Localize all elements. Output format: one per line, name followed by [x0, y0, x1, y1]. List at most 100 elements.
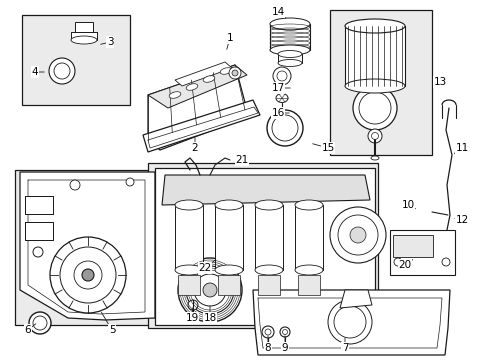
Polygon shape [20, 172, 155, 320]
Ellipse shape [275, 94, 287, 103]
Text: 6: 6 [24, 325, 31, 335]
Ellipse shape [254, 200, 283, 210]
Circle shape [203, 283, 217, 297]
Ellipse shape [294, 265, 323, 275]
Bar [258, 275, 280, 295]
Circle shape [185, 266, 234, 314]
Polygon shape [278, 54, 302, 63]
Ellipse shape [215, 265, 243, 275]
Bar [15, 170, 163, 325]
Polygon shape [148, 65, 246, 150]
Circle shape [29, 312, 51, 334]
Bar [175, 205, 203, 270]
Circle shape [228, 67, 241, 79]
Circle shape [271, 115, 297, 141]
Text: 9: 9 [281, 343, 288, 353]
Bar [25, 222, 53, 240]
Bar [215, 205, 243, 270]
Circle shape [280, 327, 289, 337]
Bar [297, 275, 319, 295]
Text: 1: 1 [226, 33, 233, 43]
Polygon shape [162, 175, 369, 205]
Polygon shape [148, 65, 246, 108]
Circle shape [194, 274, 225, 306]
Circle shape [187, 300, 198, 310]
Circle shape [327, 300, 371, 344]
Ellipse shape [203, 76, 214, 82]
Polygon shape [269, 24, 309, 50]
Circle shape [82, 269, 94, 281]
Ellipse shape [345, 19, 404, 33]
Text: 8: 8 [264, 343, 271, 353]
Bar [178, 275, 200, 295]
Circle shape [70, 180, 80, 190]
Circle shape [358, 92, 390, 124]
Circle shape [272, 67, 290, 85]
Polygon shape [339, 290, 371, 308]
Ellipse shape [269, 45, 309, 55]
Circle shape [276, 71, 286, 81]
Ellipse shape [278, 50, 302, 58]
Ellipse shape [71, 36, 97, 44]
Text: 12: 12 [454, 215, 468, 225]
Bar [329, 10, 431, 155]
Text: 13: 13 [432, 77, 446, 87]
Circle shape [126, 178, 134, 186]
Text: 5: 5 [108, 325, 115, 335]
Circle shape [262, 326, 273, 338]
Ellipse shape [220, 68, 231, 74]
Text: 7: 7 [341, 343, 347, 353]
Bar [254, 205, 283, 270]
Text: 15: 15 [321, 143, 334, 153]
Circle shape [264, 329, 270, 335]
Text: 22: 22 [198, 263, 211, 273]
Ellipse shape [215, 200, 243, 210]
Bar [294, 205, 323, 270]
Circle shape [367, 129, 381, 143]
Circle shape [49, 58, 75, 84]
Ellipse shape [175, 265, 203, 275]
Ellipse shape [169, 92, 181, 98]
Circle shape [333, 306, 365, 338]
Text: 2: 2 [191, 143, 198, 153]
Circle shape [329, 207, 385, 263]
Text: 10: 10 [401, 200, 414, 210]
Circle shape [231, 70, 238, 76]
Text: 17: 17 [271, 83, 284, 93]
Text: 21: 21 [235, 155, 248, 165]
Polygon shape [389, 230, 454, 275]
Circle shape [54, 63, 70, 79]
Ellipse shape [294, 200, 323, 210]
Ellipse shape [345, 79, 404, 93]
Bar [148, 163, 377, 328]
Bar [22, 15, 130, 105]
Polygon shape [71, 32, 97, 40]
Polygon shape [155, 168, 374, 325]
Circle shape [349, 227, 365, 243]
Circle shape [266, 110, 303, 146]
Circle shape [441, 258, 449, 266]
Circle shape [441, 233, 449, 241]
Circle shape [50, 237, 126, 313]
Text: 20: 20 [398, 260, 411, 270]
Bar [218, 275, 240, 295]
Circle shape [352, 86, 396, 130]
Ellipse shape [186, 84, 198, 90]
Ellipse shape [278, 59, 302, 67]
Polygon shape [252, 290, 449, 355]
Text: 11: 11 [454, 143, 468, 153]
Bar [392, 235, 432, 257]
Text: 14: 14 [271, 7, 284, 17]
Circle shape [33, 247, 43, 257]
Circle shape [33, 316, 47, 330]
Circle shape [178, 258, 242, 322]
Circle shape [393, 258, 401, 266]
Text: 18: 18 [203, 313, 216, 323]
Polygon shape [175, 62, 231, 86]
Text: 4: 4 [32, 67, 38, 77]
Text: 16: 16 [271, 108, 284, 118]
Polygon shape [345, 26, 404, 86]
Text: 19: 19 [185, 313, 198, 323]
Bar [25, 196, 53, 214]
Polygon shape [142, 100, 260, 152]
